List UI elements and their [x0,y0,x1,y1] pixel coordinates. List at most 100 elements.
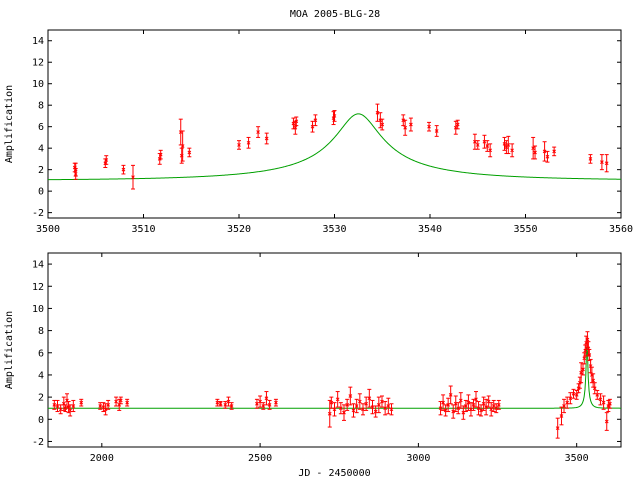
data-point [254,398,259,409]
y-tick-label: 12 [32,58,44,69]
data-point [180,130,185,162]
point-marker [587,353,592,357]
data-point [531,136,536,160]
data-point [218,401,223,407]
data-point [488,143,493,158]
data-point [604,154,609,173]
data-point [555,417,560,439]
point-marker [215,400,220,405]
point-marker [375,110,380,115]
data-point [273,398,278,407]
data-point [256,126,261,138]
data-point [223,401,228,409]
data-point [237,140,241,150]
data-point [335,391,340,408]
data-point [592,382,597,395]
data-point [453,120,458,135]
point-marker [71,404,76,408]
point-marker [604,419,609,424]
data-point [226,396,231,407]
data-point [468,402,473,417]
point-marker [104,158,109,162]
x-axis-label: JD - 2450000 [298,468,370,479]
data-point [58,404,63,415]
y-tick-label: 10 [32,79,44,90]
data-point [506,135,511,155]
point-marker [464,404,468,408]
data-point [341,404,346,421]
point-marker [373,409,378,414]
point-marker [491,404,496,408]
data-point [380,118,385,131]
data-point [502,136,507,151]
point-marker [484,405,488,409]
point-marker [562,404,566,408]
data-point [73,162,78,177]
data-point [264,391,269,406]
model-curve [48,346,621,409]
data-point [364,396,369,411]
data-point [258,395,263,408]
data-point [118,396,123,405]
point-marker [237,143,241,147]
data-point [408,117,413,132]
data-point [471,398,476,411]
y-tick-label: 0 [38,187,44,198]
data-point [351,403,356,418]
data-point [475,140,480,150]
data-point [55,399,60,413]
point-marker [475,143,480,147]
point-marker [354,404,359,408]
point-marker [264,396,269,401]
data-point [386,397,391,415]
y-tick-label: -2 [32,437,44,448]
data-point [68,404,73,417]
point-marker [552,149,557,154]
point-marker [443,408,448,413]
data-point [463,399,468,413]
point-marker [332,407,337,412]
point-marker [55,404,60,408]
point-marker [223,403,228,407]
y-tick-label: 12 [32,282,44,293]
point-marker [453,125,458,130]
y-tick-label: 14 [32,260,44,271]
point-marker [574,393,579,397]
point-marker [595,393,600,397]
data-point [370,399,375,415]
data-point [451,404,456,419]
data-point [294,116,299,127]
point-marker [585,337,590,342]
point-marker [403,125,408,130]
data-point [79,398,84,407]
y-tick-label: 6 [38,348,44,359]
point-marker [600,160,604,164]
point-marker [361,407,365,412]
data-point [267,399,272,410]
data-point [310,120,315,133]
point-marker [489,407,494,412]
point-marker [601,400,606,405]
point-marker [258,399,262,404]
data-point [354,398,359,414]
point-marker [485,144,490,148]
point-marker [335,397,340,402]
bottom-panel: -2 0 2 4 6 8 10 12 14 2000 2500 3000 3500 Amplificati… [4,252,622,479]
data-point [542,141,547,162]
point-marker [476,406,481,411]
point-marker [158,152,163,157]
point-marker [256,130,260,134]
point-marker [409,122,413,127]
data-point [348,386,353,406]
data-point [504,140,509,155]
point-marker [438,406,443,411]
point-marker [294,119,299,124]
point-marker [448,393,453,397]
point-marker [125,400,129,405]
point-marker [370,405,375,409]
data-point [246,136,251,149]
data-point [456,402,461,415]
data-point [291,117,296,130]
point-marker [592,386,597,391]
point-marker [474,397,478,402]
